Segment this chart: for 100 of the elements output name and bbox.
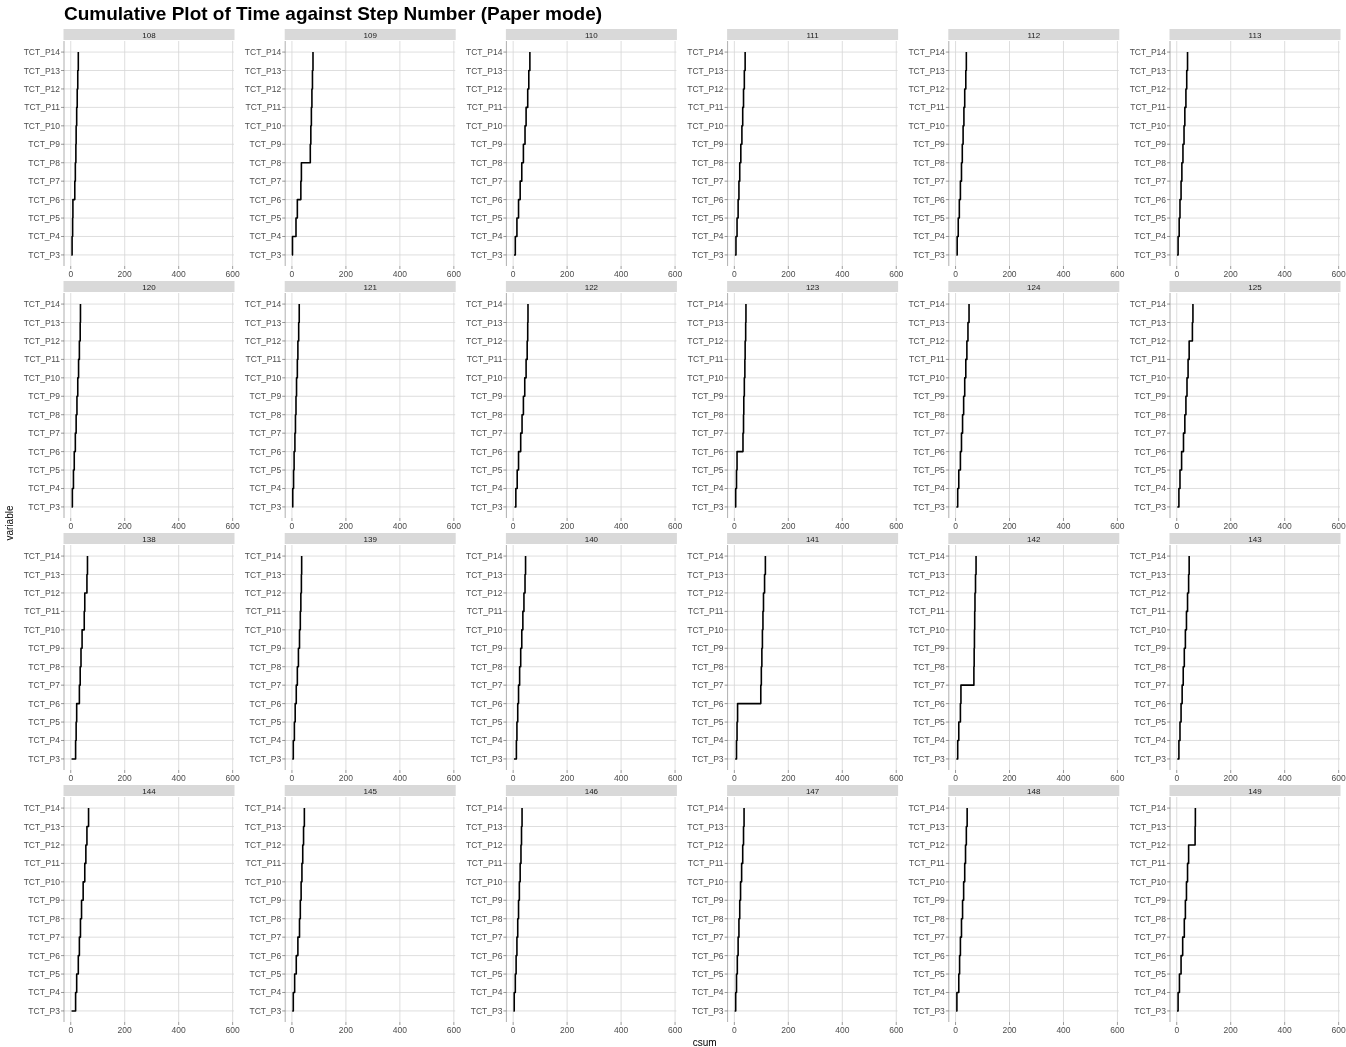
x-axis-title: csum <box>692 1037 717 1047</box>
y-tick-label: TCT_P7 <box>691 932 724 943</box>
y-tick-label: TCT_P12 <box>1129 839 1167 850</box>
y-tick-label: TCT_P11 <box>466 354 503 365</box>
y-tick-label: TCT_P10 <box>687 372 724 383</box>
y-tick-label: TCT_P12 <box>466 83 503 94</box>
y-tick-label: TCT_P10 <box>908 120 946 131</box>
x-tick-label: 0 <box>289 1025 295 1035</box>
y-tick-label: TCT_P3 <box>28 753 61 764</box>
x-tick-label: 600 <box>446 1025 462 1035</box>
y-tick-label: TCT_P12 <box>244 839 282 850</box>
y-tick-label: TCT_P7 <box>913 176 946 187</box>
y-tick-label: TCT_P7 <box>470 680 503 691</box>
y-tick-label: TCT_P13 <box>466 65 503 76</box>
y-tick-label: TCT_P13 <box>466 821 503 832</box>
y-tick-label: TCT_P11 <box>24 102 61 113</box>
y-tick-label: TCT_P7 <box>1134 680 1167 691</box>
y-axis-title: variable <box>4 505 15 541</box>
x-tick-label: 600 <box>667 1025 683 1035</box>
x-tick-label: 0 <box>1174 1025 1180 1035</box>
y-tick-label: TCT_P11 <box>245 102 282 113</box>
x-tick-label: 400 <box>613 1025 629 1035</box>
y-tick-label: TCT_P14 <box>23 47 61 58</box>
y-tick-label: TCT_P5 <box>1134 969 1167 980</box>
y-tick-label: TCT_P11 <box>466 606 503 617</box>
y-tick-label: TCT_P5 <box>28 717 61 728</box>
y-tick-label: TCT_P4 <box>249 735 282 746</box>
y-tick-label: TCT_P8 <box>691 661 724 672</box>
y-tick-label: TCT_P5 <box>28 213 61 224</box>
y-tick-label: TCT_P7 <box>1134 428 1167 439</box>
y-tick-label: TCT_P3 <box>470 249 503 260</box>
y-tick-label: TCT_P3 <box>470 753 503 764</box>
x-tick-label: 0 <box>510 521 516 531</box>
y-tick-label: TCT_P13 <box>466 317 503 328</box>
y-tick-label: TCT_P8 <box>470 661 503 672</box>
chart-subtitle: 123 <box>805 282 820 292</box>
x-tick-label: 200 <box>781 1025 796 1035</box>
y-tick-label: TCT_P6 <box>28 194 61 205</box>
x-tick-label: 600 <box>889 1025 904 1035</box>
x-tick-label: 400 <box>835 521 850 531</box>
x-tick-label: 200 <box>781 521 796 531</box>
x-tick-label: 200 <box>560 1025 575 1035</box>
y-tick-label: TCT_P13 <box>23 65 61 76</box>
x-tick-label: 200 <box>1223 521 1239 531</box>
y-tick-label: TCT_P11 <box>687 102 724 113</box>
y-tick-label: TCT_P8 <box>470 157 503 168</box>
x-tick-label: 400 <box>835 1025 850 1035</box>
y-tick-label: TCT_P7 <box>470 428 503 439</box>
x-tick-label: 200 <box>781 773 796 783</box>
y-tick-label: TCT_P4 <box>1134 735 1167 746</box>
y-tick-label: TCT_P13 <box>687 65 724 76</box>
x-tick-label: 400 <box>835 773 850 783</box>
y-tick-label: TCT_P5 <box>691 969 724 980</box>
y-tick-label: TCT_P13 <box>908 317 946 328</box>
x-tick-label: 200 <box>560 773 575 783</box>
y-tick-label: TCT_P12 <box>23 335 61 346</box>
y-tick-label: TCT_P11 <box>1130 354 1167 365</box>
y-tick-label: TCT_P12 <box>244 83 282 94</box>
y-tick-label: TCT_P11 <box>1130 858 1167 869</box>
chart-subtitle: 111 <box>806 30 820 40</box>
y-tick-label: TCT_P6 <box>913 698 946 709</box>
y-tick-label: TCT_P7 <box>470 932 503 943</box>
y-tick-label: TCT_P10 <box>908 372 946 383</box>
y-tick-label: TCT_P8 <box>249 913 282 924</box>
x-tick-label: 0 <box>68 773 74 783</box>
y-tick-label: TCT_P11 <box>909 858 946 869</box>
y-tick-label: TCT_P4 <box>249 483 282 494</box>
x-tick-label: 400 <box>392 773 408 783</box>
x-tick-label: 200 <box>117 773 133 783</box>
chart-subtitle: 141 <box>805 534 820 544</box>
y-tick-label: TCT_P11 <box>466 858 503 869</box>
y-tick-label: TCT_P12 <box>908 335 946 346</box>
y-tick-label: TCT_P12 <box>466 335 503 346</box>
x-tick-label: 600 <box>446 773 462 783</box>
x-tick-label: 200 <box>1223 773 1239 783</box>
x-tick-label: 0 <box>289 521 295 531</box>
y-tick-label: TCT_P8 <box>28 661 61 672</box>
y-tick-label: TCT_P14 <box>687 47 724 58</box>
chart-subtitle: 124 <box>1027 282 1042 292</box>
y-tick-label: TCT_P14 <box>466 299 503 310</box>
y-tick-label: TCT_P6 <box>1134 698 1167 709</box>
y-tick-label: TCT_P5 <box>470 969 503 980</box>
y-tick-label: TCT_P3 <box>691 753 724 764</box>
y-tick-label: TCT_P4 <box>28 987 61 998</box>
x-tick-label: 200 <box>1002 269 1017 279</box>
y-tick-label: TCT_P6 <box>470 446 503 457</box>
chart-subtitle: 139 <box>363 534 378 544</box>
y-tick-label: TCT_P13 <box>1129 569 1167 580</box>
y-tick-label: TCT_P12 <box>687 839 724 850</box>
y-tick-label: TCT_P14 <box>908 803 946 814</box>
chart-subtitle: 110 <box>585 30 599 40</box>
y-tick-label: TCT_P4 <box>1134 987 1167 998</box>
x-tick-label: 400 <box>392 521 408 531</box>
y-tick-label: TCT_P9 <box>249 643 282 654</box>
y-tick-label: TCT_P7 <box>28 176 61 187</box>
y-tick-label: TCT_P11 <box>466 102 503 113</box>
x-tick-label: 0 <box>510 773 516 783</box>
y-tick-label: TCT_P10 <box>908 624 946 635</box>
y-tick-label: TCT_P9 <box>249 139 282 150</box>
x-tick-label: 200 <box>560 269 575 279</box>
